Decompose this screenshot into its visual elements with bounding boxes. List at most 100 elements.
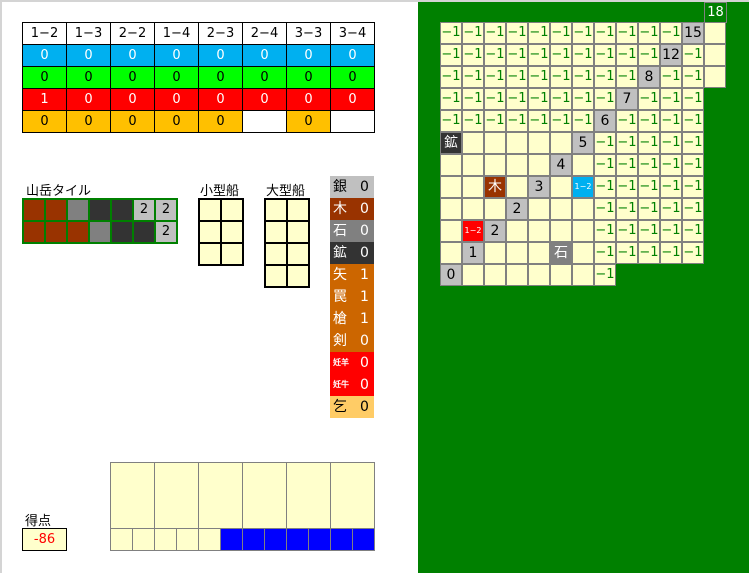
board-cell[interactable] (550, 264, 572, 286)
storage-slot[interactable] (154, 462, 199, 529)
mountain-tile[interactable] (133, 221, 155, 243)
board-cell[interactable]: −1 (484, 44, 506, 66)
board-cell[interactable] (528, 242, 550, 264)
board-cell[interactable] (506, 242, 528, 264)
board-tile-cell[interactable]: 1−2 (572, 176, 594, 198)
mountain-tile[interactable] (67, 221, 89, 243)
board-cell[interactable]: −1 (462, 66, 484, 88)
board-cell[interactable]: −1 (638, 44, 660, 66)
board-cell[interactable] (506, 132, 528, 154)
board-cell[interactable] (528, 220, 550, 242)
storage-slot[interactable] (242, 462, 287, 529)
large-ship-slot[interactable] (265, 243, 287, 265)
board-cell[interactable] (550, 176, 572, 198)
board-cell[interactable]: −1 (682, 44, 704, 66)
board-number-cell[interactable]: 5 (572, 132, 594, 154)
storage-small-slot[interactable] (176, 528, 199, 551)
board-cell[interactable]: −1 (462, 44, 484, 66)
board-number-cell[interactable]: 8 (638, 66, 660, 88)
board-cell[interactable]: −1 (616, 198, 638, 220)
board-cell[interactable] (572, 154, 594, 176)
storage-small-slot[interactable] (220, 528, 243, 551)
small-ship-slot[interactable] (199, 243, 221, 265)
board-cell[interactable]: −1 (594, 176, 616, 198)
storage-slot[interactable] (286, 462, 331, 529)
board-cell[interactable] (440, 220, 462, 242)
board-number-cell[interactable]: 1 (462, 242, 484, 264)
board-cell[interactable]: −1 (594, 88, 616, 110)
board-tile-cell[interactable]: 石 (550, 242, 572, 264)
board-cell[interactable]: −1 (594, 132, 616, 154)
board-cell[interactable]: −1 (682, 242, 704, 264)
storage-small-slot[interactable] (154, 528, 177, 551)
board-cell[interactable]: −1 (528, 110, 550, 132)
board-cell[interactable] (506, 220, 528, 242)
board-cell[interactable]: −1 (572, 44, 594, 66)
board-cell[interactable] (484, 242, 506, 264)
board-cell[interactable]: −1 (440, 66, 462, 88)
board-number-cell[interactable]: 3 (528, 176, 550, 198)
board-cell[interactable]: −1 (550, 66, 572, 88)
board-cell[interactable] (550, 132, 572, 154)
board-number-cell[interactable]: 6 (594, 110, 616, 132)
board-cell[interactable]: −1 (528, 66, 550, 88)
board-cell[interactable]: −1 (572, 110, 594, 132)
board-cell[interactable] (462, 132, 484, 154)
board-cell[interactable]: −1 (616, 242, 638, 264)
board-cell[interactable] (572, 220, 594, 242)
board-cell[interactable]: −1 (616, 132, 638, 154)
board-cell[interactable] (462, 198, 484, 220)
board-number-cell[interactable]: 4 (550, 154, 572, 176)
board-cell[interactable]: −1 (484, 88, 506, 110)
board-number-cell[interactable]: 12 (660, 44, 682, 66)
large-ship-slot[interactable] (287, 265, 309, 287)
board-cell[interactable]: −1 (682, 110, 704, 132)
small-ship-slot[interactable] (199, 221, 221, 243)
board-cell[interactable] (528, 132, 550, 154)
storage-small-slot[interactable] (330, 528, 353, 551)
board-cell[interactable]: −1 (550, 88, 572, 110)
board-cell[interactable] (528, 264, 550, 286)
board-cell[interactable]: −1 (484, 110, 506, 132)
board-cell[interactable]: −1 (594, 220, 616, 242)
small-ship-slot[interactable] (221, 199, 243, 221)
board-cell[interactable] (462, 154, 484, 176)
board-cell[interactable]: −1 (440, 22, 462, 44)
board-cell[interactable] (506, 154, 528, 176)
large-ship-slot[interactable] (287, 221, 309, 243)
board-cell[interactable]: −1 (440, 44, 462, 66)
storage-small-slot[interactable] (352, 528, 375, 551)
board-cell[interactable]: −1 (660, 198, 682, 220)
board-cell[interactable]: −1 (572, 66, 594, 88)
board-cell[interactable] (440, 242, 462, 264)
board-cell[interactable]: −1 (660, 66, 682, 88)
board-cell[interactable]: −1 (440, 88, 462, 110)
board-cell[interactable]: −1 (484, 66, 506, 88)
mountain-tile[interactable] (89, 221, 111, 243)
board-cell[interactable]: −1 (616, 110, 638, 132)
board-cell[interactable]: −1 (660, 154, 682, 176)
board-cell[interactable]: −1 (594, 66, 616, 88)
board-cell[interactable]: −1 (440, 110, 462, 132)
board-cell[interactable]: −1 (616, 220, 638, 242)
board-number-cell[interactable]: 7 (616, 88, 638, 110)
board-number-cell[interactable]: 2 (484, 220, 506, 242)
board-cell[interactable]: −1 (506, 22, 528, 44)
board-cell[interactable]: −1 (660, 88, 682, 110)
board-cell[interactable]: −1 (682, 198, 704, 220)
board-cell[interactable] (528, 198, 550, 220)
board-cell[interactable] (550, 220, 572, 242)
board-cell[interactable]: −1 (616, 44, 638, 66)
board-cell[interactable]: −1 (682, 220, 704, 242)
board-cell[interactable]: −1 (462, 22, 484, 44)
board-cell[interactable]: −1 (638, 88, 660, 110)
storage-small-slot[interactable] (286, 528, 309, 551)
board-cell[interactable] (462, 264, 484, 286)
board-cell[interactable] (572, 242, 594, 264)
board-cell[interactable]: −1 (616, 176, 638, 198)
small-ship-slot[interactable] (221, 243, 243, 265)
board-cell[interactable]: −1 (682, 88, 704, 110)
large-ship-slot[interactable] (265, 265, 287, 287)
board-cell[interactable]: −1 (638, 242, 660, 264)
board-cell[interactable]: −1 (660, 242, 682, 264)
